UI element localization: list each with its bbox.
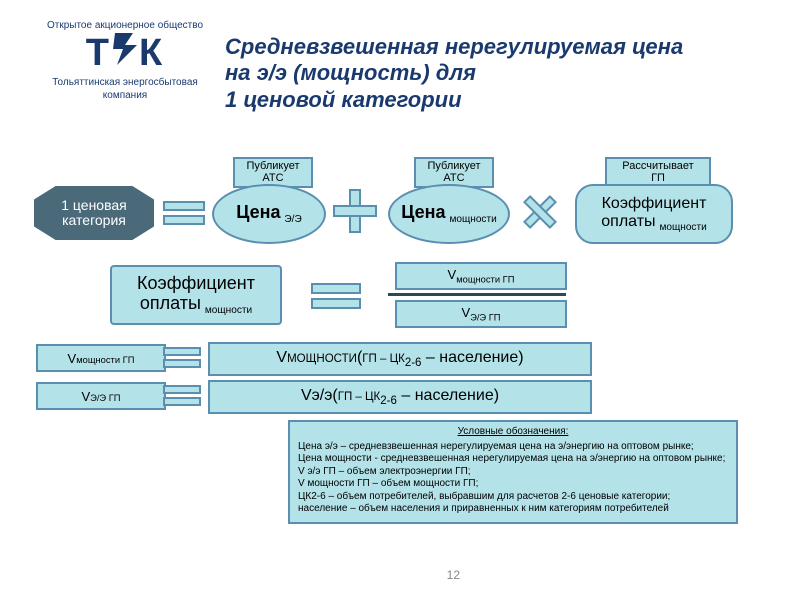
legend-line-5: ЦК2-6 – объем потребителей, выбравшим дл… bbox=[298, 491, 728, 504]
v-power-formula: VМОЩНОСТИ(ГП – ЦК2-6 – население) bbox=[208, 342, 592, 376]
price-ee-ellipse: Цена Э/Э bbox=[212, 184, 326, 244]
legend-title: Условные обозначения: bbox=[298, 426, 728, 439]
plus-icon bbox=[332, 188, 378, 234]
multiply-icon bbox=[520, 192, 560, 232]
v-ee-gp-left: VЭ/Э ГП bbox=[36, 382, 166, 410]
fraction-numerator: VVмощности ГПмощности ГП bbox=[395, 262, 567, 290]
v-ee-formula: Vэ/э(ГП – ЦК2-6 – население) bbox=[208, 380, 592, 414]
coef-box-row1: Коэффициент оплаты мощности bbox=[575, 184, 733, 244]
legend-line-4: V мощности ГП – объем мощности ГП; bbox=[298, 478, 728, 491]
fraction-denominator: VЭ/Э ГП bbox=[395, 300, 567, 328]
page-number: 12 bbox=[447, 568, 460, 582]
logo-top-text: Открытое акционерное общество bbox=[30, 20, 220, 31]
legend-line-1: Цена э/э – средневзвешенная нерегулируем… bbox=[298, 441, 728, 454]
logo-bottom-1: Тольяттинская энергосбытовая bbox=[30, 77, 220, 88]
legend-box: Условные обозначения: Цена э/э – среднев… bbox=[288, 420, 738, 524]
equals-icon-4 bbox=[162, 378, 202, 412]
bolt-icon bbox=[111, 32, 139, 74]
legend-line-6: население – объем населения и приравненн… bbox=[298, 503, 728, 516]
equals-icon-2 bbox=[310, 274, 362, 316]
coef-box-row2: Коэффициент оплаты мощности bbox=[110, 265, 282, 325]
equals-icon bbox=[162, 192, 206, 232]
equals-icon-3 bbox=[162, 340, 202, 374]
logo-bottom-2: компания bbox=[30, 90, 220, 101]
company-logo: Открытое акционерное общество ТК Тольятт… bbox=[30, 20, 220, 101]
slide-title: Средневзвешенная нерегулируемая цена на … bbox=[225, 34, 765, 113]
v-power-gp-left: Vмощности ГП bbox=[36, 344, 166, 372]
fraction-line bbox=[388, 293, 566, 296]
legend-line-3: V э/э ГП – объем электроэнергии ГП; bbox=[298, 466, 728, 479]
legend-line-2: Цена мощности - средневзвешенная нерегул… bbox=[298, 453, 728, 466]
category-octagon: 1 ценовая категория bbox=[34, 186, 154, 240]
price-power-ellipse: Цена мощности bbox=[388, 184, 510, 244]
logo-main-text: ТК bbox=[30, 33, 220, 75]
